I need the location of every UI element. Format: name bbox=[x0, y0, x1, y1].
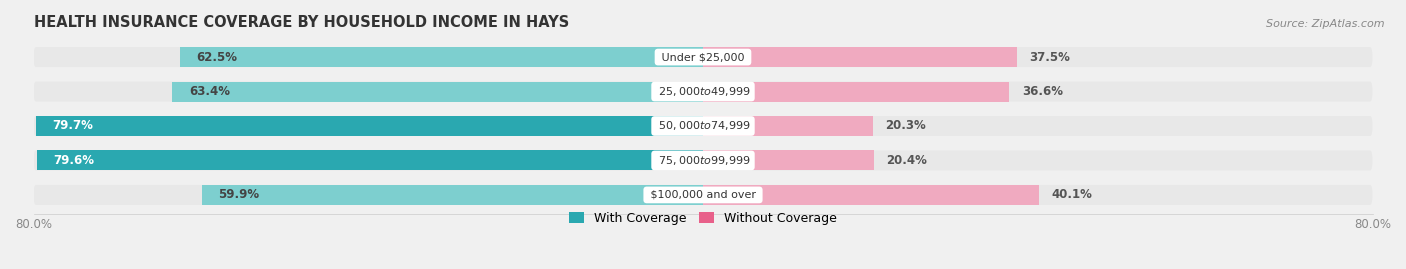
Text: 79.6%: 79.6% bbox=[53, 154, 94, 167]
Text: 59.9%: 59.9% bbox=[218, 188, 260, 201]
Text: 37.5%: 37.5% bbox=[1029, 51, 1070, 63]
Text: $50,000 to $74,999: $50,000 to $74,999 bbox=[655, 119, 751, 133]
Text: 20.3%: 20.3% bbox=[886, 119, 927, 133]
Text: 36.6%: 36.6% bbox=[1022, 85, 1063, 98]
Text: 62.5%: 62.5% bbox=[197, 51, 238, 63]
Bar bbox=[703, 47, 1017, 67]
Text: $75,000 to $99,999: $75,000 to $99,999 bbox=[655, 154, 751, 167]
FancyBboxPatch shape bbox=[34, 150, 1372, 171]
Text: $25,000 to $49,999: $25,000 to $49,999 bbox=[655, 85, 751, 98]
Bar bbox=[37, 150, 703, 171]
Bar bbox=[703, 185, 1039, 205]
Bar bbox=[201, 185, 703, 205]
Bar bbox=[37, 116, 703, 136]
FancyBboxPatch shape bbox=[34, 82, 1372, 101]
Legend: With Coverage, Without Coverage: With Coverage, Without Coverage bbox=[565, 208, 841, 229]
Text: HEALTH INSURANCE COVERAGE BY HOUSEHOLD INCOME IN HAYS: HEALTH INSURANCE COVERAGE BY HOUSEHOLD I… bbox=[34, 15, 569, 30]
Bar bbox=[173, 82, 703, 101]
Bar bbox=[703, 150, 873, 171]
FancyBboxPatch shape bbox=[34, 47, 1372, 67]
Text: 63.4%: 63.4% bbox=[190, 85, 231, 98]
Text: 40.1%: 40.1% bbox=[1052, 188, 1092, 201]
Bar bbox=[703, 82, 1010, 101]
Text: Under $25,000: Under $25,000 bbox=[658, 52, 748, 62]
Text: 20.4%: 20.4% bbox=[886, 154, 927, 167]
FancyBboxPatch shape bbox=[34, 185, 1372, 205]
Bar bbox=[180, 47, 703, 67]
Text: Source: ZipAtlas.com: Source: ZipAtlas.com bbox=[1267, 19, 1385, 29]
Bar bbox=[703, 116, 873, 136]
Text: 79.7%: 79.7% bbox=[53, 119, 94, 133]
Text: $100,000 and over: $100,000 and over bbox=[647, 190, 759, 200]
FancyBboxPatch shape bbox=[34, 116, 1372, 136]
